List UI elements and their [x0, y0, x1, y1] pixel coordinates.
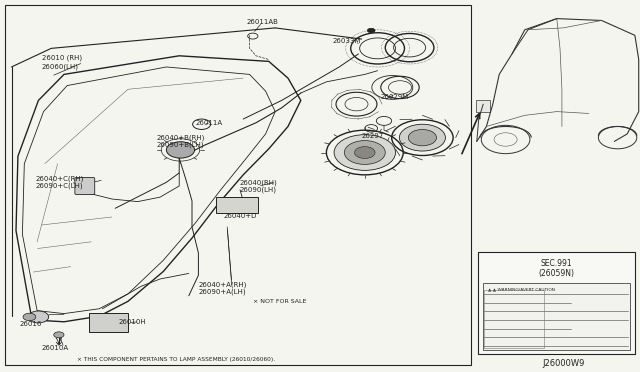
Text: 26040+D: 26040+D — [224, 213, 257, 219]
Text: 26297: 26297 — [362, 133, 384, 139]
Text: 26010A: 26010A — [42, 345, 68, 351]
Circle shape — [344, 141, 385, 164]
FancyBboxPatch shape — [75, 177, 95, 195]
Circle shape — [28, 311, 49, 323]
Circle shape — [355, 147, 375, 158]
Text: × NOT FOR SALE: × NOT FOR SALE — [253, 299, 306, 304]
Circle shape — [334, 135, 396, 170]
Text: 26010 (RH): 26010 (RH) — [42, 54, 82, 61]
Text: ▲ ▲ WARNING/AVERT CAUTION: ▲ ▲ WARNING/AVERT CAUTION — [488, 288, 555, 291]
Bar — [478, 252, 635, 354]
Circle shape — [408, 129, 436, 146]
Bar — [483, 283, 630, 350]
Text: 26011AB: 26011AB — [246, 19, 278, 25]
Text: 26090(LH): 26090(LH) — [240, 186, 277, 193]
Text: 26040+A(RH): 26040+A(RH) — [198, 281, 247, 288]
Circle shape — [166, 142, 195, 158]
Text: 26033M: 26033M — [333, 38, 361, 44]
Text: 26090+A(LH): 26090+A(LH) — [198, 289, 246, 295]
Bar — [5, 5, 471, 365]
Text: J26000W9: J26000W9 — [542, 359, 584, 368]
FancyBboxPatch shape — [476, 100, 490, 112]
Circle shape — [23, 313, 36, 321]
Text: 26040(RH): 26040(RH) — [240, 179, 278, 186]
Text: (26059N): (26059N) — [538, 269, 575, 278]
Text: SEC.991: SEC.991 — [541, 259, 572, 267]
Circle shape — [54, 332, 64, 338]
FancyBboxPatch shape — [89, 313, 128, 332]
Text: 26011A: 26011A — [195, 120, 222, 126]
Text: 26090+B(LH): 26090+B(LH) — [157, 142, 204, 148]
Text: 26040+C(RH): 26040+C(RH) — [35, 175, 84, 182]
Bar — [484, 290, 544, 348]
Text: 26090+C(LH): 26090+C(LH) — [35, 183, 83, 189]
Text: × THIS COMPONENT PERTAINS TO LAMP ASSEMBLY (26010/26060).: × THIS COMPONENT PERTAINS TO LAMP ASSEMB… — [77, 357, 275, 362]
Text: 26029M: 26029M — [381, 94, 409, 100]
Text: 26016: 26016 — [19, 321, 42, 327]
Text: 26060(LH): 26060(LH) — [42, 64, 79, 70]
Circle shape — [367, 28, 375, 33]
Text: 26010H: 26010H — [118, 319, 146, 325]
Text: 26040+B(RH): 26040+B(RH) — [157, 134, 205, 141]
Circle shape — [399, 124, 445, 151]
FancyBboxPatch shape — [216, 197, 258, 213]
